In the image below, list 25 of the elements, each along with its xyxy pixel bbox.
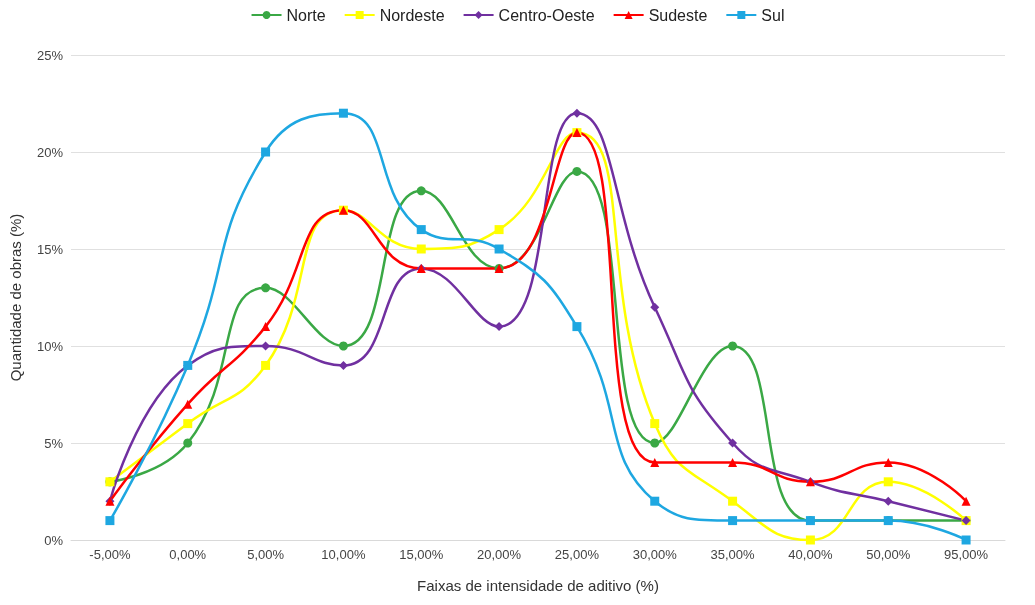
- x-tick-label: 35,00%: [710, 547, 756, 562]
- x-axis-title: Faixas de intensidade de aditivo (%): [417, 577, 659, 594]
- x-tick-label: 50,00%: [866, 547, 911, 562]
- legend-label: Norte: [286, 6, 326, 24]
- y-tick-label: 25%: [36, 47, 64, 63]
- x-tick-label: 10,00%: [321, 547, 366, 562]
- x-tick-label: -5,00%: [89, 547, 131, 562]
- x-tick-label: 95,00%: [944, 547, 989, 562]
- x-tick-label: 15,00%: [399, 547, 444, 562]
- legend-label: Sul: [761, 6, 785, 24]
- y-tick-label: 5%: [44, 435, 64, 451]
- y-tick-label: 10%: [36, 338, 64, 354]
- x-tick-label: 0,00%: [169, 547, 207, 562]
- legend-label: Nordeste: [379, 6, 445, 24]
- x-tick-label: 5,00%: [247, 547, 285, 562]
- y-axis-title: Quantidade de obras (%): [7, 213, 24, 382]
- x-tick-label: 40,00%: [788, 547, 833, 562]
- x-tick-label: 25,00%: [554, 547, 600, 562]
- x-tick-label: 20,00%: [477, 547, 522, 562]
- legend-label: Centro-Oeste: [498, 6, 595, 24]
- y-tick-label: 20%: [36, 144, 64, 160]
- y-tick-label: 15%: [36, 241, 64, 257]
- x-tick-label: 30,00%: [632, 547, 678, 562]
- y-tick-label: 0%: [44, 532, 64, 548]
- legend-label: Sudeste: [648, 6, 708, 24]
